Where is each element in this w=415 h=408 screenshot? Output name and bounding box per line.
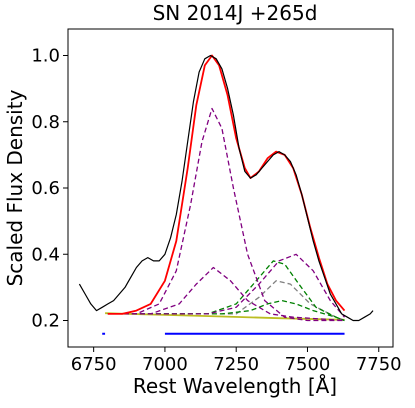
plot-frame [67, 28, 394, 348]
x-tick-label: 7500 [285, 354, 331, 375]
y-tick-label: 0.4 [31, 244, 60, 265]
y-axis: 0.2 0.4 0.6 0.8 1.0 [31, 46, 68, 332]
y-tick-label: 1.0 [31, 46, 60, 67]
series-line-8 [105, 312, 345, 321]
series-line-5 [107, 260, 345, 322]
series-line-7 [107, 280, 345, 322]
plot-area [78, 54, 374, 335]
y-tick-label: 0.6 [31, 178, 60, 199]
y-tick-label: 0.2 [31, 311, 60, 332]
series-line-6 [107, 299, 345, 322]
x-axis: 6750 7000 7250 7500 7750 [71, 347, 402, 375]
series-line-3 [107, 266, 345, 322]
x-tick-label: 7000 [142, 354, 188, 375]
chart-title: SN 2014J +265d [153, 1, 318, 25]
series-line-2 [107, 107, 345, 322]
x-tick-label: 6750 [71, 354, 117, 375]
x-axis-title: Rest Wavelength [Å] [133, 374, 337, 398]
x-tick-label: 7750 [356, 354, 402, 375]
series-line-0 [78, 54, 374, 322]
y-tick-label: 0.8 [31, 112, 60, 133]
y-axis-title: Scaled Flux Density [3, 89, 27, 286]
series-line-1 [107, 54, 346, 315]
series-line-4 [107, 253, 345, 318]
x-tick-label: 7250 [213, 354, 259, 375]
